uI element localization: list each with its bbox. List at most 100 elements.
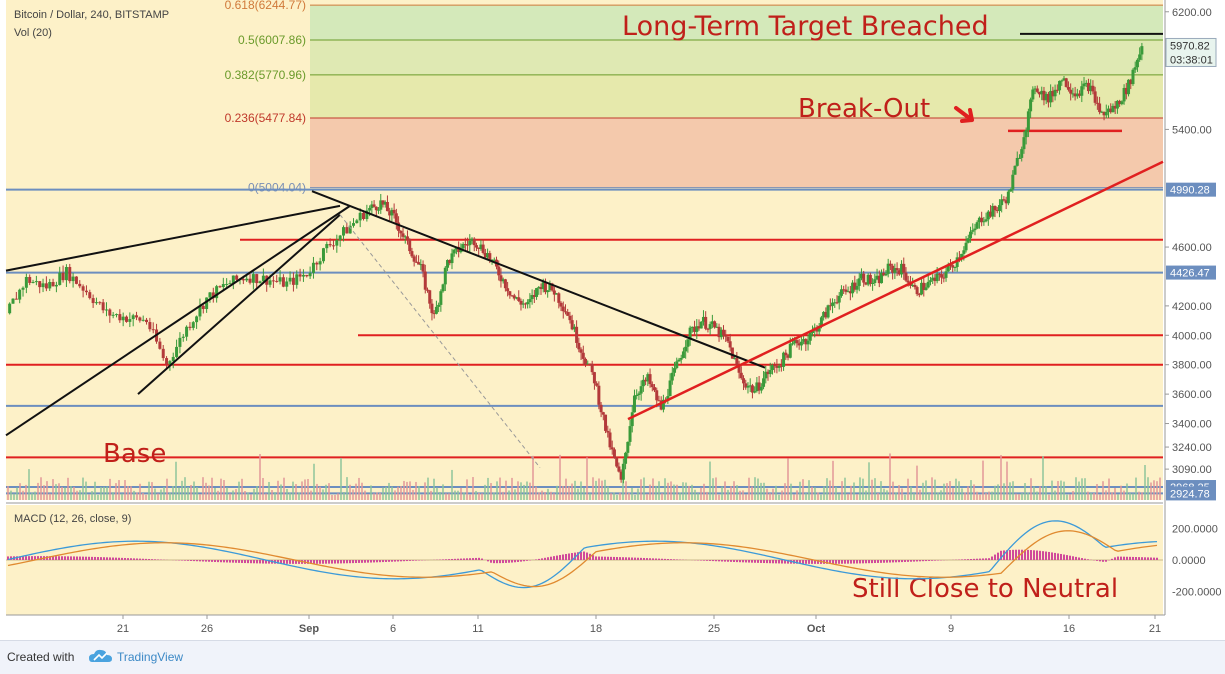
candle-body — [11, 298, 15, 304]
candle-body — [501, 279, 505, 282]
candle-body — [572, 326, 576, 330]
signal-line — [7, 530, 1158, 588]
candle-body — [984, 219, 988, 222]
candle-body — [1120, 101, 1124, 105]
time-tick-label: 9 — [948, 623, 954, 635]
candle-body — [1071, 93, 1075, 95]
candle-body — [528, 299, 532, 303]
candle-body — [48, 282, 52, 289]
candle-body — [835, 302, 839, 304]
candle-body — [181, 336, 185, 338]
candle-body — [977, 217, 981, 223]
candle-body — [1109, 108, 1113, 113]
candle-body — [141, 319, 145, 321]
candle-body — [719, 329, 723, 338]
candle-body — [521, 303, 525, 305]
candle-body — [795, 340, 799, 344]
candle-body — [724, 335, 728, 337]
candle-body — [733, 358, 737, 360]
candle-body — [737, 364, 741, 373]
candle-body — [41, 283, 45, 288]
candle-body — [474, 245, 478, 248]
candle-body — [673, 368, 677, 373]
price-tick-label: 3240.00 — [1172, 442, 1212, 454]
candle-body — [848, 291, 852, 294]
candle-body — [931, 277, 935, 281]
candle-body — [221, 284, 225, 288]
candle-body — [1000, 199, 1004, 206]
candle-body — [466, 244, 470, 246]
candle-body — [358, 212, 362, 221]
candle-body — [441, 284, 445, 292]
candle-body — [1046, 93, 1050, 103]
candle-body — [957, 257, 961, 259]
candle-body — [497, 266, 501, 276]
candle-body — [355, 220, 359, 224]
candle-body — [291, 277, 295, 285]
candle-body — [730, 347, 734, 359]
candle-body — [543, 282, 547, 293]
candle-body — [362, 212, 366, 220]
candle-body — [969, 231, 973, 239]
candle-body — [539, 287, 543, 290]
candle-body — [1024, 130, 1028, 138]
candle-body — [1029, 99, 1033, 112]
candle-body — [483, 252, 487, 258]
candle-body — [579, 349, 583, 353]
candle-body — [1058, 80, 1062, 91]
candle-body — [461, 244, 465, 249]
candle-body — [864, 282, 868, 285]
candle-body — [713, 321, 717, 328]
candle-body — [372, 204, 376, 207]
candle-body — [161, 348, 165, 359]
trendline-channel-lower — [5, 205, 351, 437]
fib-level-label: 0.5(6007.86) — [238, 33, 306, 47]
candle-body — [1042, 90, 1046, 101]
candle-body — [145, 319, 149, 323]
candle-body — [1002, 199, 1006, 201]
candle-body — [131, 315, 135, 320]
candle-body — [886, 263, 890, 274]
candle-body — [646, 374, 650, 382]
tradingview-link[interactable]: TradingView — [117, 650, 184, 664]
candle-body — [228, 283, 232, 285]
candle-body — [111, 314, 115, 316]
candle-body — [777, 365, 781, 368]
candle-body — [895, 268, 899, 271]
candle-body — [906, 280, 910, 283]
candle-body — [512, 295, 516, 299]
candle-body — [486, 253, 490, 258]
fib-level-label: 0.236(5477.84) — [225, 111, 306, 125]
tradingview-cloud-icon — [89, 649, 112, 662]
volume-bars — [7, 453, 1161, 500]
candle-body — [739, 372, 743, 379]
candle-body — [846, 291, 850, 293]
candle-body — [661, 399, 665, 410]
candle-body — [819, 317, 823, 326]
time-tick-label: Oct — [807, 623, 826, 635]
candle-body — [315, 262, 319, 265]
candle-body — [84, 290, 88, 293]
candle-body — [915, 287, 919, 295]
candle-body — [1026, 111, 1030, 131]
symbol-title: Bitcoin / Dollar, 240, BITSTAMP — [14, 9, 170, 21]
candle-body — [1073, 93, 1077, 97]
candle-body — [218, 286, 222, 288]
candle-body — [592, 372, 596, 384]
candle-body — [225, 283, 229, 285]
candle-body — [773, 365, 777, 367]
price-chart-svg[interactable]: 0.618(6244.77) 0.5(6007.86) 0.382(5770.96)… — [0, 0, 1225, 640]
candle-body — [1133, 67, 1137, 70]
candle-body — [1135, 59, 1139, 68]
candle-body — [248, 278, 252, 283]
price-badge-label: 4426.47 — [1170, 268, 1210, 280]
candle-body — [655, 390, 659, 401]
chart-area[interactable]: 0.618(6244.77) 0.5(6007.86) 0.382(5770.96)… — [0, 0, 1225, 640]
candle-body — [118, 314, 122, 321]
fib-level-label: 0(5004.04) — [248, 181, 306, 195]
candle-body — [604, 414, 608, 431]
candle-body — [695, 326, 699, 332]
candle-body — [953, 266, 957, 268]
candle-body — [964, 242, 968, 251]
candle-body — [706, 328, 710, 330]
